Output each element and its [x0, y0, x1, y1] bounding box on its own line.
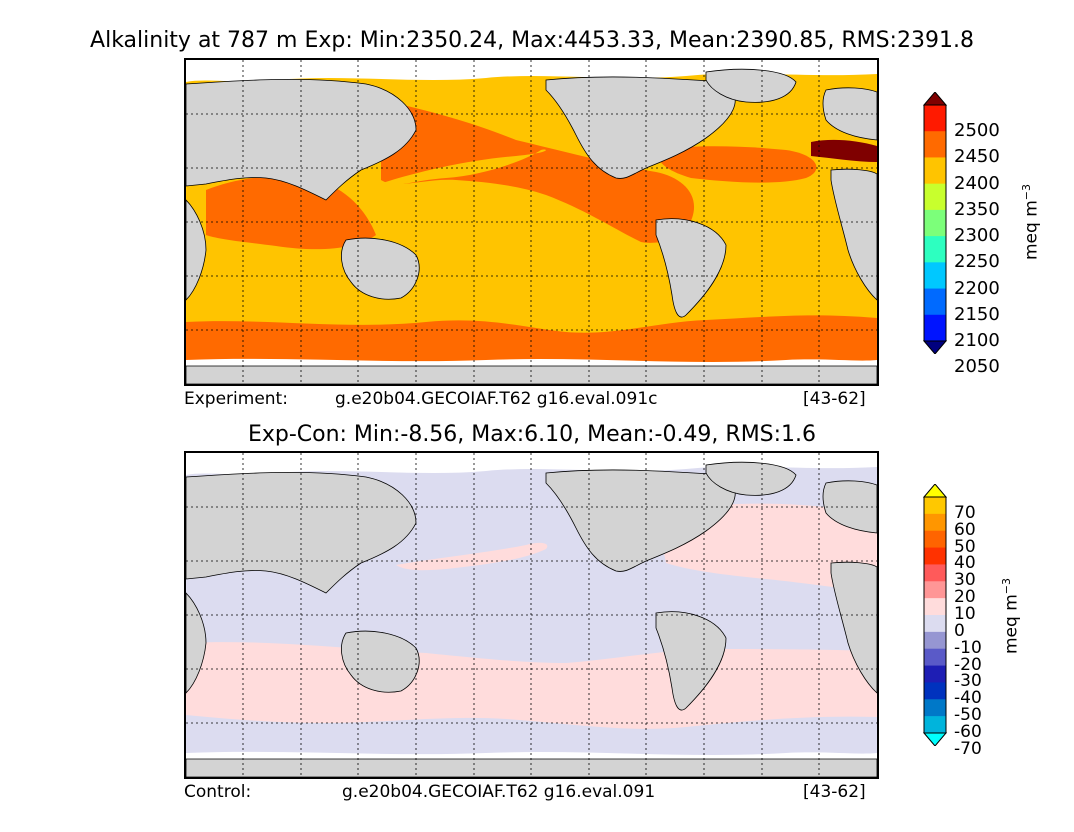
bottom-land-africa-edge [186, 592, 207, 694]
bottom-land-europe [822, 480, 877, 534]
bottom-colorbar-unit: meq m−3 [1000, 578, 1022, 654]
top-colorbar-tick-label: 2450 [954, 146, 1000, 168]
bottom-land-greenland [705, 461, 797, 496]
bottom-npacific-pink [396, 542, 548, 571]
bottom-colorbar-tick-label: -70 [954, 738, 982, 759]
top-colorbar-arrow-top [922, 91, 948, 106]
top-land-antarctica [186, 365, 877, 384]
bottom-colorbar-tick-label: 20 [954, 587, 976, 608]
bottom-map [184, 451, 879, 779]
bottom-colorbar-cell [924, 648, 946, 667]
top-colorbar-cell [924, 262, 946, 290]
top-land-europe [822, 87, 877, 141]
top-colorbar-arrow-bottom [922, 340, 948, 355]
top-land-asia [186, 78, 417, 201]
top-land-samerica [655, 218, 727, 318]
top-colorbar-cell [924, 288, 946, 316]
top-colorbar-tick-label: 2350 [954, 198, 1000, 220]
top-caption-label: Experiment: [184, 389, 288, 409]
bottom-land-antarctica [186, 758, 877, 777]
bottom-caption-label: Control: [184, 782, 252, 802]
top-caption-case: g.e20b04.GECOIAF.T62 g16.eval.091c [335, 389, 658, 409]
bottom-colorbar-cell [924, 716, 946, 734]
bottom-colorbar-cell [924, 581, 946, 599]
top-npacific-yellow-tongue [376, 149, 546, 186]
top-colorbar-cell [924, 314, 946, 342]
top-npacific-orange [381, 100, 695, 243]
bottom-colorbar-cell [924, 615, 946, 633]
top-land-africa-west [830, 168, 877, 301]
top-indian-orange [206, 176, 376, 250]
top-land-africa-edge [186, 199, 207, 301]
top-colorbar-tick-label: 2250 [954, 251, 1000, 273]
top-colorbar-cell [924, 157, 946, 185]
top-colorbar [922, 91, 948, 355]
bottom-colorbar-tick-label: -30 [954, 671, 982, 692]
bottom-land-australia [341, 630, 420, 693]
top-colorbar-tick-label: 2300 [954, 225, 1000, 247]
bottom-colorbar-arrow-top [922, 483, 948, 498]
bottom-colorbar-tick-label: 40 [954, 553, 976, 574]
bottom-colorbar-cell [924, 598, 946, 616]
bottom-colorbar-cell [924, 513, 946, 532]
top-land-namerica [545, 76, 736, 179]
top-med-darkred [811, 139, 877, 162]
bottom-land-africa-west [830, 561, 877, 694]
top-colorbar-cell [924, 236, 946, 263]
top-natlantic-orange [656, 146, 817, 183]
bottom-colorbar-tick-label: -40 [954, 688, 982, 709]
bottom-colorbar-cell [924, 682, 946, 700]
bottom-colorbar-cell [924, 699, 946, 717]
top-land-greenland [705, 68, 797, 103]
bottom-colorbar-cell [924, 631, 946, 650]
top-colorbar-tick-label: 2400 [954, 172, 1000, 194]
bottom-colorbar-tick-label: 70 [954, 502, 976, 523]
bottom-land-asia [186, 471, 417, 594]
top-map-title: Alkalinity at 787 m Exp: Min:2350.24, Ma… [90, 28, 974, 53]
top-colorbar-tick-label: 2150 [954, 303, 1000, 325]
top-colorbar-cell [924, 105, 946, 132]
bottom-caption-years: [43-62] [803, 782, 866, 802]
bottom-land-namerica [545, 469, 736, 572]
bottom-colorbar [922, 483, 948, 747]
top-colorbar-unit: meq m−3 [1020, 184, 1042, 260]
bottom-colorbar-tick-label: 0 [954, 620, 965, 641]
bottom-colorbar-tick-label: -20 [954, 654, 982, 675]
top-colorbar-tick-label: 2050 [954, 356, 1000, 378]
top-colorbar-cell [924, 183, 946, 211]
top-land-australia [341, 237, 420, 300]
bottom-caption-case: g.e20b04.GECOIAF.T62 g16.eval.091 [342, 782, 656, 802]
top-colorbar-tick-label: 2100 [954, 330, 1000, 351]
bottom-colorbar-cell [924, 547, 946, 565]
top-colorbar-cell [924, 131, 946, 158]
bottom-colorbar-tick-label: 10 [954, 604, 976, 624]
bottom-colorbar-tick-label: -10 [954, 637, 982, 658]
top-colorbar-tick-label: 2500 [954, 120, 1000, 142]
bottom-colorbar-tick-label: -60 [954, 722, 982, 742]
bottom-colorbar-arrow-bottom [922, 732, 948, 747]
bottom-colorbar-tick-label: 30 [954, 570, 976, 591]
top-map [184, 58, 879, 386]
bottom-colorbar-cell [924, 665, 946, 683]
bottom-colorbar-tick-label: 60 [954, 519, 976, 540]
bottom-colorbar-cell [924, 530, 946, 549]
bottom-colorbar-tick-label: -50 [954, 705, 982, 726]
top-colorbar-tick-label: 2200 [954, 277, 1000, 299]
bottom-colorbar-tick-label: 50 [954, 536, 976, 557]
bottom-colorbar-cell [924, 564, 946, 582]
bottom-map-title: Exp-Con: Min:-8.56, Max:6.10, Mean:-0.49… [247, 422, 817, 447]
bottom-land-samerica [655, 611, 727, 711]
bottom-colorbar-cell [924, 497, 946, 515]
top-colorbar-cell [924, 209, 946, 237]
top-caption-years: [43-62] [803, 389, 866, 409]
